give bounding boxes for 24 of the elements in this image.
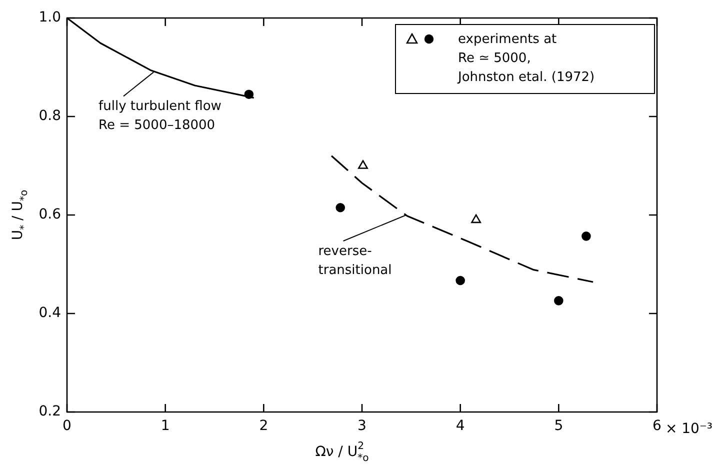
y-tick-label: 0.6 — [38, 206, 62, 223]
note-box: experiments at Re ≃ 5000, Johnston etal. (1972) — [395, 24, 655, 94]
annotation: fully turbulent flow Re = 5000–18000 — [98, 99, 222, 134]
x-tick-label: 2 — [259, 418, 268, 434]
point — [471, 214, 482, 224]
text: × 10⁻³ — [665, 421, 712, 437]
point — [554, 296, 564, 306]
x-tick-label: 6 — [652, 418, 662, 434]
y-tick-label: 1.0 — [38, 10, 61, 26]
y-tick-label: 0.2 — [38, 404, 61, 420]
point — [582, 232, 591, 241]
y-tick-label: 0.4 — [38, 305, 62, 322]
x-tick-label: 3 — [358, 418, 366, 434]
point — [456, 276, 465, 286]
point — [358, 160, 368, 169]
x-tick-label: 4 — [456, 418, 465, 434]
x-tick-label: 1 — [160, 418, 170, 434]
point — [336, 202, 346, 212]
x-tick-label: 0 — [62, 418, 72, 434]
x-tick-label: 5 — [554, 418, 564, 434]
y-tick-label: 0.8 — [38, 108, 61, 124]
annotation: reverse- transitional — [318, 244, 392, 278]
y-axis-title: U* / U*o — [10, 190, 30, 240]
annotation: experiments at Re ≃ 5000, Johnston etal. (1972) — [458, 31, 595, 87]
